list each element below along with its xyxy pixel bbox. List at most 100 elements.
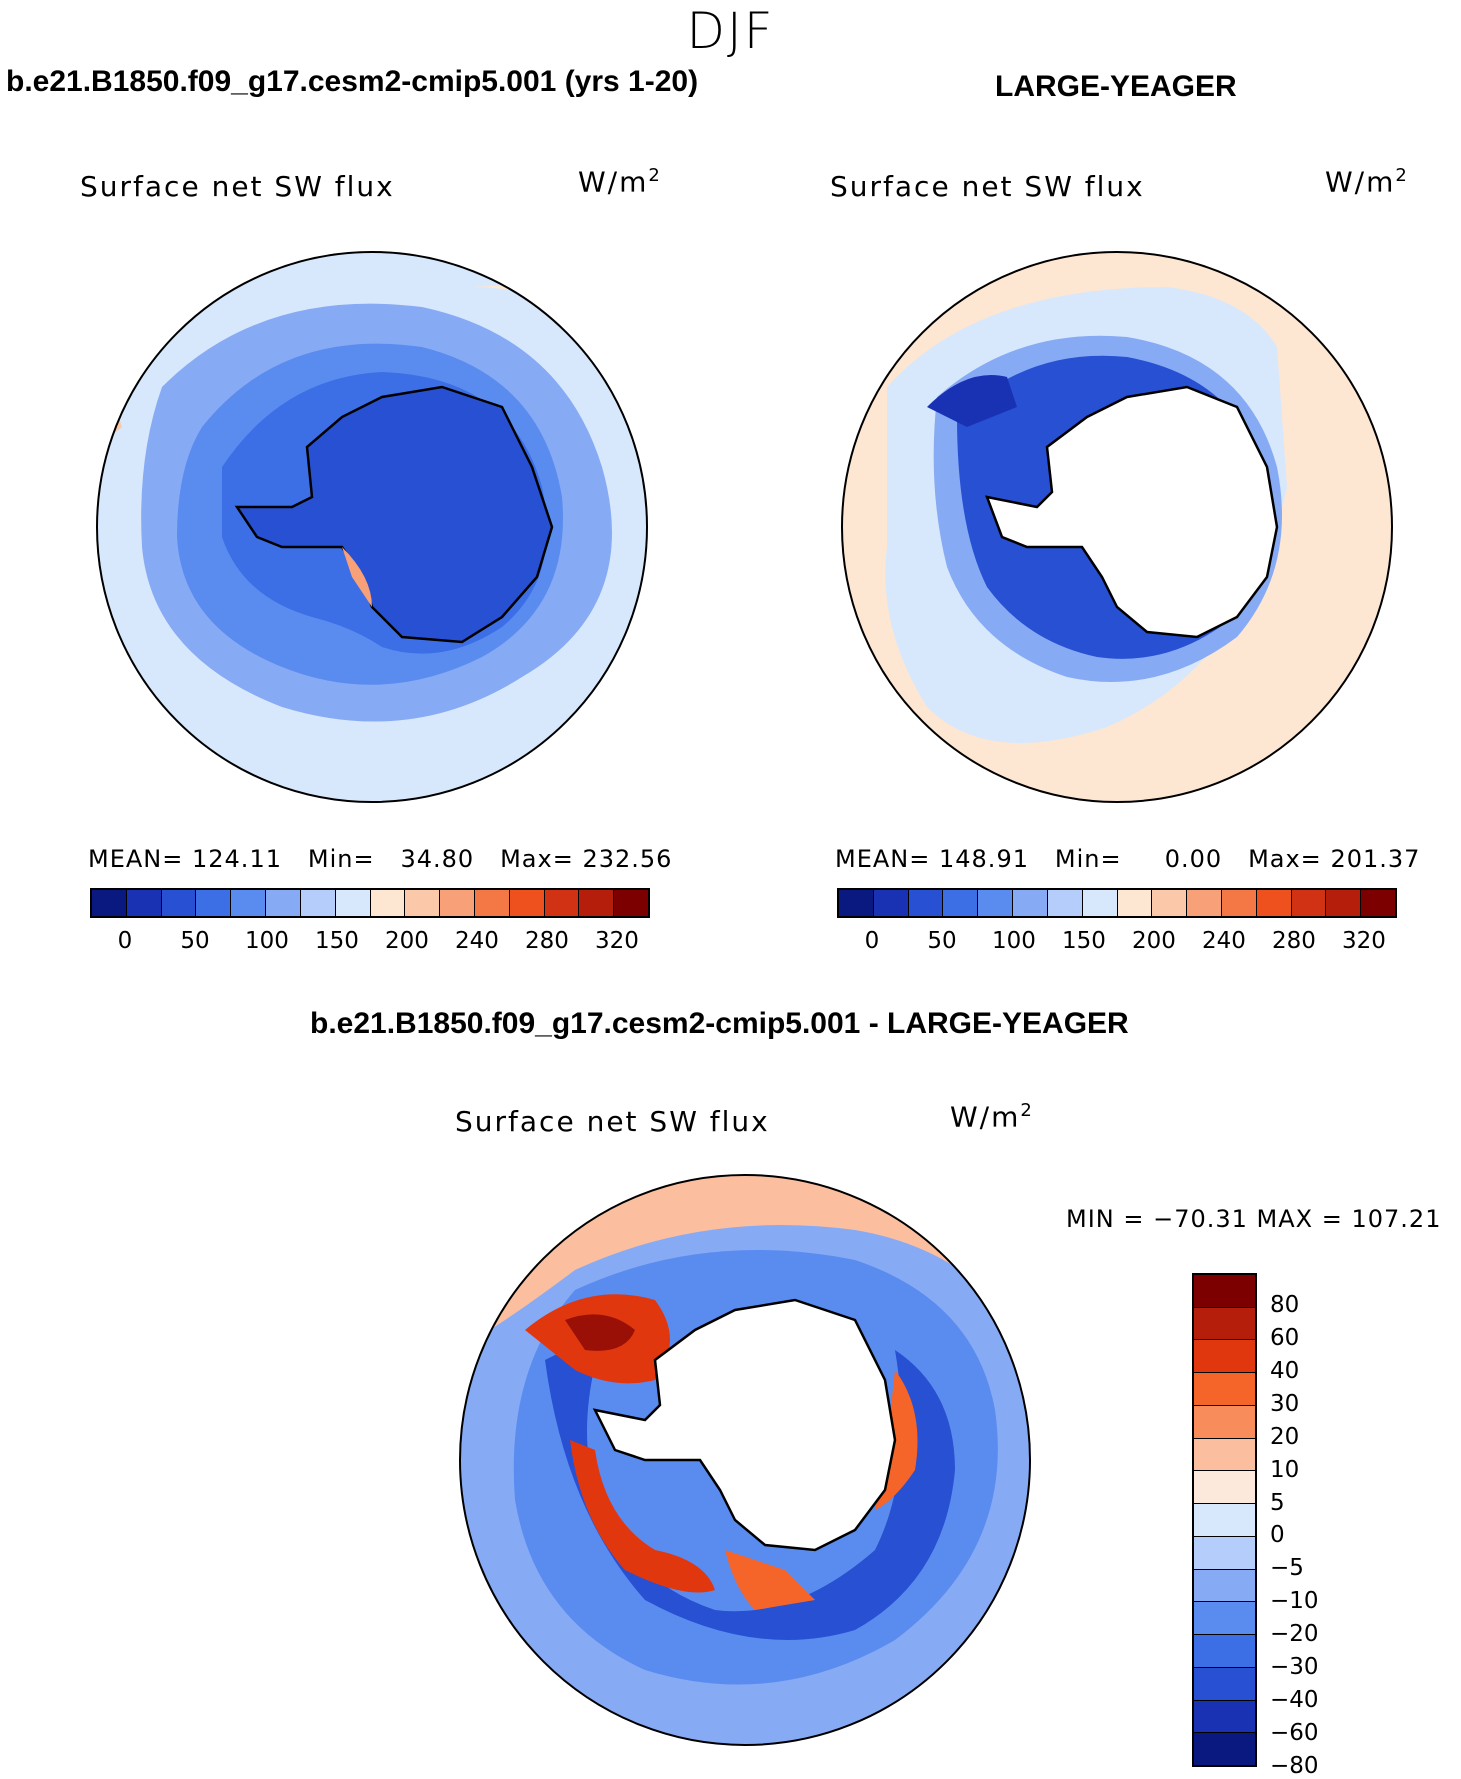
colorbar-swatch	[1256, 890, 1292, 916]
colorbar-swatch	[1194, 1438, 1255, 1472]
colorbar-tick-label: 80	[1270, 1291, 1300, 1318]
colorbar-swatch	[1326, 890, 1362, 916]
colorbar-swatch	[1221, 890, 1257, 916]
right-polar-map	[841, 251, 1393, 803]
colorbar-swatch	[614, 890, 648, 916]
colorbar-swatch	[978, 890, 1014, 916]
right-stats: MEAN= 148.91 Min= 0.00 Max= 201.37	[835, 845, 1421, 873]
colorbar-swatch	[1047, 890, 1083, 916]
colorbar-tick-label: 40	[1270, 1357, 1300, 1384]
colorbar-tick-label: 0	[864, 928, 880, 954]
deep-blue-spot	[927, 375, 1017, 427]
colorbar-swatch	[161, 890, 197, 916]
colorbar-swatch	[1194, 1536, 1255, 1570]
left-colorbar	[90, 888, 650, 918]
antarctica-outline	[592, 1298, 897, 1552]
colorbar-swatch	[474, 890, 510, 916]
colorbar-tick-label: −40	[1270, 1687, 1319, 1714]
colorbar-tick-label: 50	[180, 928, 210, 954]
right-colorbar-ticks: 0 50 100 150 200 240 280 320	[837, 928, 1397, 958]
colorbar-tick-label: 10	[1270, 1456, 1300, 1483]
colorbar-tick-label: 20	[1270, 1423, 1300, 1450]
colorbar-swatch	[1194, 1471, 1255, 1505]
colorbar-tick-label: 320	[1342, 928, 1386, 954]
colorbar-swatch	[405, 890, 441, 916]
colorbar-tick-label: −10	[1270, 1588, 1319, 1615]
colorbar-tick-label: 280	[1272, 928, 1316, 954]
right-units-label: W/m2	[1325, 165, 1409, 199]
colorbar-swatch	[370, 890, 406, 916]
difference-polar-map	[459, 1174, 1031, 1746]
right-panel-title: LARGE-YEAGER	[995, 70, 1237, 103]
colorbar-swatch	[908, 890, 944, 916]
warm-region	[97, 367, 122, 433]
colorbar-tick-label: 200	[385, 928, 429, 954]
colorbar-swatch	[335, 890, 371, 916]
colorbar-swatch	[943, 890, 979, 916]
colorbar-tick-label: 0	[1270, 1522, 1285, 1549]
colorbar-swatch	[92, 890, 127, 916]
colorbar-tick-label: 5	[1270, 1489, 1285, 1516]
colorbar-swatch	[1194, 1667, 1255, 1701]
colorbar-tick-label: 200	[1132, 928, 1176, 954]
strong-warm-anomaly	[565, 1314, 635, 1351]
colorbar-tick-label: 150	[315, 928, 359, 954]
colorbar-tick-label: 280	[525, 928, 569, 954]
diff-variable-label: Surface net SW flux	[455, 1105, 770, 1138]
colorbar-swatch	[1194, 1733, 1255, 1766]
colorbar-tick-label: 100	[992, 928, 1036, 954]
colorbar-tick-label: −60	[1270, 1720, 1319, 1747]
colorbar-swatch	[1291, 890, 1327, 916]
colorbar-swatch	[196, 890, 232, 916]
left-variable-label: Surface net SW flux	[80, 170, 395, 203]
colorbar-swatch	[1194, 1340, 1255, 1374]
difference-colorbar	[1192, 1273, 1257, 1767]
colorbar-swatch	[266, 890, 301, 916]
left-colorbar-ticks: 0 50 100 150 200 240 280 320	[90, 928, 650, 958]
colorbar-swatch	[1194, 1635, 1255, 1668]
colorbar-swatch	[873, 890, 909, 916]
left-panel-title: b.e21.B1850.f09_g17.cesm2-cmip5.001 (yrs…	[6, 65, 699, 98]
difference-panel-title: b.e21.B1850.f09_g17.cesm2-cmip5.001 - LA…	[310, 1007, 1129, 1040]
colorbar-tick-label: 150	[1062, 928, 1106, 954]
colorbar-tick-label: 240	[1202, 928, 1246, 954]
colorbar-tick-label: −30	[1270, 1654, 1319, 1681]
colorbar-swatch	[1187, 890, 1222, 916]
colorbar-tick-label: 30	[1270, 1390, 1300, 1417]
colorbar-tick-label: 100	[245, 928, 289, 954]
warm-spot	[342, 547, 372, 607]
difference-colorbar-ticks: 80 60 40 30 20 10 5 0 −5 −10 −20 −30 −40 −60 −80	[1270, 1273, 1350, 1779]
colorbar-swatch	[1194, 1700, 1255, 1734]
colorbar-swatch	[1194, 1307, 1255, 1341]
colorbar-swatch	[1194, 1504, 1255, 1537]
colorbar-swatch	[440, 890, 475, 916]
colorbar-swatch	[1117, 890, 1153, 916]
colorbar-swatch	[231, 890, 267, 916]
colorbar-swatch	[544, 890, 580, 916]
colorbar-swatch	[1194, 1405, 1255, 1439]
colorbar-tick-label: −80	[1270, 1753, 1319, 1779]
colorbar-swatch	[126, 890, 162, 916]
left-polar-map	[96, 251, 648, 803]
colorbar-swatch	[300, 890, 336, 916]
colorbar-swatch	[1361, 890, 1395, 916]
colorbar-tick-label: 240	[455, 928, 499, 954]
colorbar-swatch	[1152, 890, 1188, 916]
colorbar-swatch	[579, 890, 615, 916]
antarctica-outline	[234, 385, 554, 644]
colorbar-swatch	[509, 890, 545, 916]
warm-anomaly	[570, 1440, 715, 1593]
colorbar-swatch	[1194, 1569, 1255, 1603]
warm-anomaly	[725, 1550, 815, 1610]
colorbar-swatch	[839, 890, 874, 916]
colorbar-swatch	[1194, 1275, 1255, 1308]
colorbar-swatch	[1013, 890, 1048, 916]
colorbar-tick-label: 0	[117, 928, 133, 954]
diff-units-label: W/m2	[950, 1100, 1034, 1134]
left-units-label: W/m2	[578, 165, 662, 199]
season-title: DJF	[686, 2, 775, 60]
colorbar-tick-label: 320	[595, 928, 639, 954]
colorbar-tick-label: 50	[927, 928, 957, 954]
left-stats: MEAN= 124.11 Min= 34.80 Max= 232.56	[88, 845, 673, 873]
antarctica-outline	[985, 385, 1279, 639]
